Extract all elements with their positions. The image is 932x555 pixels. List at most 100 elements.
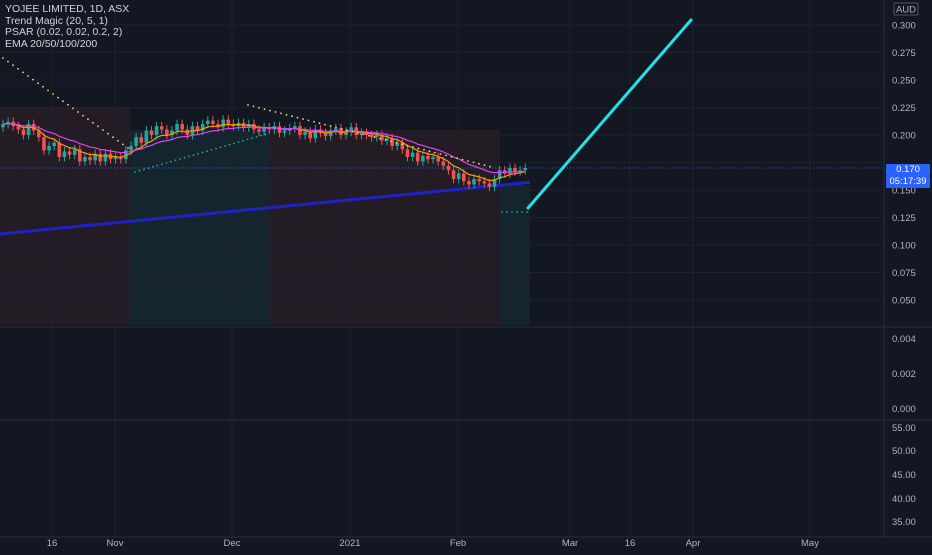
time-tick-label: Mar [562, 538, 578, 549]
psar-dot [67, 103, 69, 106]
candle-body [282, 130, 287, 133]
bull-zone [130, 130, 270, 325]
psar-dot [156, 164, 159, 167]
psar-dot [152, 165, 154, 168]
sub2-tick-label: 55.00 [892, 423, 916, 434]
psar-dot [252, 105, 255, 108]
candle-body [175, 124, 179, 131]
candle-body [523, 168, 528, 171]
candle-body [497, 170, 502, 179]
psar-dot [506, 211, 508, 213]
price-tick-label: 0.275 [892, 48, 916, 59]
psar-dot [313, 120, 315, 123]
candle-body [180, 124, 184, 130]
sub1-tick-label: 0.000 [892, 404, 916, 415]
psar-dot [179, 158, 181, 160]
psar-dot [57, 96, 59, 99]
psar-dot [22, 71, 24, 74]
indicator-trend-magic[interactable]: Trend Magic (20, 5, 1) [5, 14, 108, 27]
psar-dot [291, 115, 293, 118]
psar-dot [107, 132, 109, 135]
psar-dot [224, 145, 226, 147]
psar-dot [351, 130, 354, 133]
chart-legend: YOJEE LIMITED, 1D, ASX Trend Magic (20, … [5, 3, 130, 50]
psar-dot [32, 78, 34, 81]
psar-dot [258, 106, 260, 109]
price-tick-label: 0.075 [892, 268, 916, 279]
price-tick-label: 0.125 [892, 213, 916, 224]
time-tick-label: Apr [686, 538, 701, 549]
candle-body [374, 135, 379, 138]
candle-body [200, 124, 205, 131]
psar-dot [170, 160, 172, 163]
symbol-title[interactable]: YOJEE LIMITED, 1D, ASX [5, 3, 130, 15]
candle-body [37, 130, 41, 138]
psar-dot [82, 114, 84, 117]
psar-dot [324, 123, 326, 126]
currency-badge [893, 2, 919, 16]
candle-body [482, 181, 487, 184]
candle-body [395, 142, 400, 146]
last-price-badge: 0.170 [886, 164, 930, 176]
psar-dot [97, 125, 99, 128]
candle-body [113, 157, 118, 160]
psar-dot [192, 154, 195, 157]
psar-dot [102, 129, 104, 131]
candle-body [487, 183, 492, 187]
candle-body [369, 135, 374, 138]
psar-dot [445, 154, 447, 157]
candle-body [149, 130, 154, 135]
candle-body [323, 132, 328, 137]
bear-zone [0, 107, 130, 325]
candle-body [456, 173, 461, 179]
candle-body [83, 157, 87, 162]
candle-body [436, 157, 440, 162]
candle-body [216, 124, 220, 128]
psar-dot [390, 140, 392, 143]
psar-dot [127, 147, 129, 149]
candle-body [492, 179, 497, 187]
psar-dot [77, 111, 79, 113]
psar-dot [42, 85, 44, 88]
psar-dot [47, 89, 49, 92]
candle-body [165, 129, 169, 135]
candle-body [502, 170, 507, 174]
psar-dot [197, 152, 199, 155]
psar-dot [147, 167, 150, 170]
psar-dot [242, 139, 244, 142]
psar-dot [483, 164, 486, 167]
candle-body [159, 126, 164, 130]
candle-body [359, 132, 364, 135]
psar-dot [165, 162, 168, 164]
psar-dot [412, 146, 414, 148]
candle-body [508, 168, 512, 174]
indicator-ema[interactable]: EMA 20/50/100/200 [5, 37, 98, 50]
psar-dot [461, 158, 464, 161]
candle-body [308, 131, 312, 139]
psar-dot [255, 136, 258, 138]
candle-body [16, 126, 21, 130]
candle-body [400, 142, 405, 150]
candle-body [21, 129, 26, 135]
psar-dot [401, 143, 403, 146]
psar-dot [237, 141, 240, 144]
psar-dot [456, 157, 458, 160]
time-tick-label: Feb [450, 538, 466, 549]
candle-body [78, 149, 82, 162]
psar-dot [472, 161, 475, 164]
psar-dot [62, 100, 64, 103]
candle-body [211, 120, 215, 124]
candle-body [88, 157, 92, 161]
candle-body [303, 131, 307, 135]
psar-dot [188, 155, 190, 158]
candle-body [385, 138, 389, 141]
candle-body [52, 142, 56, 146]
indicator-psar[interactable]: PSAR (0.02, 0.02, 0.2, 2) [5, 26, 123, 38]
psar-dot [362, 133, 365, 136]
psar-dot [511, 211, 513, 213]
candle-body [446, 165, 451, 171]
psar-dot [27, 75, 29, 77]
candle-body [170, 130, 174, 135]
